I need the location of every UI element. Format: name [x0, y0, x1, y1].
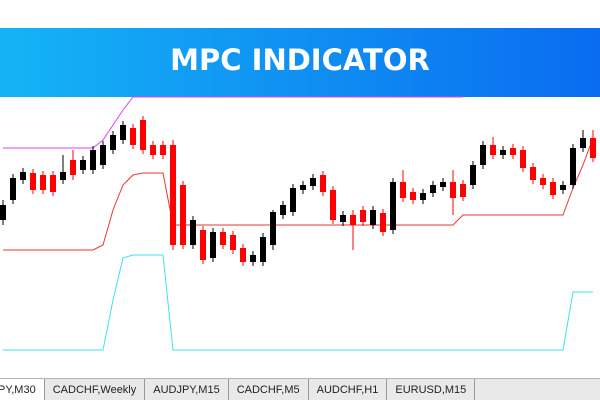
plot-area	[0, 96, 596, 351]
candle-body	[70, 160, 76, 175]
chart: MPC INDICATOR	[0, 28, 600, 351]
candle-body	[570, 148, 576, 185]
chart-tab[interactable]: CADCHF,Weekly	[45, 379, 146, 400]
candle-body	[480, 145, 486, 165]
candle-body	[170, 145, 176, 245]
candle-body	[160, 145, 166, 155]
candle-body	[350, 215, 356, 225]
candle-body	[200, 230, 206, 260]
candle-body	[400, 182, 406, 198]
chart-tab[interactable]: EURUSD,M15	[387, 379, 476, 400]
candle-body	[330, 190, 336, 220]
candle-body	[250, 255, 256, 262]
candle-body	[490, 145, 496, 155]
candle-body	[420, 193, 426, 200]
candle-body	[530, 167, 536, 180]
candle-body	[240, 248, 246, 262]
candle-body	[260, 237, 266, 262]
candle-body	[320, 175, 326, 192]
candle-body	[60, 172, 66, 180]
candle-body	[30, 173, 36, 190]
candle-body	[380, 213, 386, 232]
candle-body	[560, 185, 566, 190]
candle-body	[0, 205, 6, 220]
candle-body	[190, 220, 196, 245]
candle-body	[580, 138, 586, 148]
candle-body	[440, 182, 446, 187]
candle-body	[220, 232, 226, 245]
candle-body	[40, 175, 46, 190]
candle-body	[120, 125, 126, 140]
indicator-line	[3, 137, 594, 251]
candle-body	[470, 165, 476, 185]
candle-body	[210, 232, 216, 258]
candle-body	[310, 178, 316, 186]
candle-body	[510, 148, 516, 155]
candle-body	[520, 150, 526, 168]
candle-body	[50, 175, 56, 192]
chart-tab[interactable]: AUDCHF,H1	[309, 379, 388, 400]
candle-body	[150, 145, 156, 155]
candle-body	[230, 235, 236, 250]
candle-body	[390, 182, 396, 230]
candle-body	[550, 182, 556, 195]
candle-body	[460, 184, 466, 197]
indicator-line	[3, 96, 463, 149]
candle-body	[10, 178, 16, 200]
candle-body	[370, 210, 376, 225]
candle-body	[450, 182, 456, 198]
candle-body	[590, 138, 596, 158]
banner	[0, 28, 600, 97]
candle-body	[290, 188, 296, 212]
candle-body	[270, 212, 276, 245]
candle-body	[280, 205, 286, 215]
candle-body	[540, 178, 546, 185]
candle-body	[110, 135, 116, 150]
candle-body	[100, 145, 106, 165]
candle-body	[140, 120, 146, 150]
candle-body	[340, 215, 346, 222]
candle-body	[130, 128, 136, 145]
chart-tab[interactable]: CADCHF,M5	[229, 379, 309, 400]
candle-body	[180, 185, 186, 245]
candle-body	[90, 150, 96, 170]
candle-body	[360, 210, 366, 222]
chart-title: MPC INDICATOR	[170, 43, 430, 77]
candle-body	[20, 172, 26, 180]
indicator-line	[3, 254, 593, 351]
candle-body	[410, 192, 416, 200]
tab-bar: PY,M30 CADCHF,Weekly AUDJPY,M15 CADCHF,M5 AU…	[0, 378, 600, 400]
candle-body	[430, 185, 436, 193]
chart-tab[interactable]: PY,M30	[0, 379, 45, 400]
candle-body	[500, 150, 506, 155]
candle-body	[300, 185, 306, 190]
candle-body	[80, 160, 86, 170]
chart-tab[interactable]: AUDJPY,M15	[145, 379, 229, 400]
